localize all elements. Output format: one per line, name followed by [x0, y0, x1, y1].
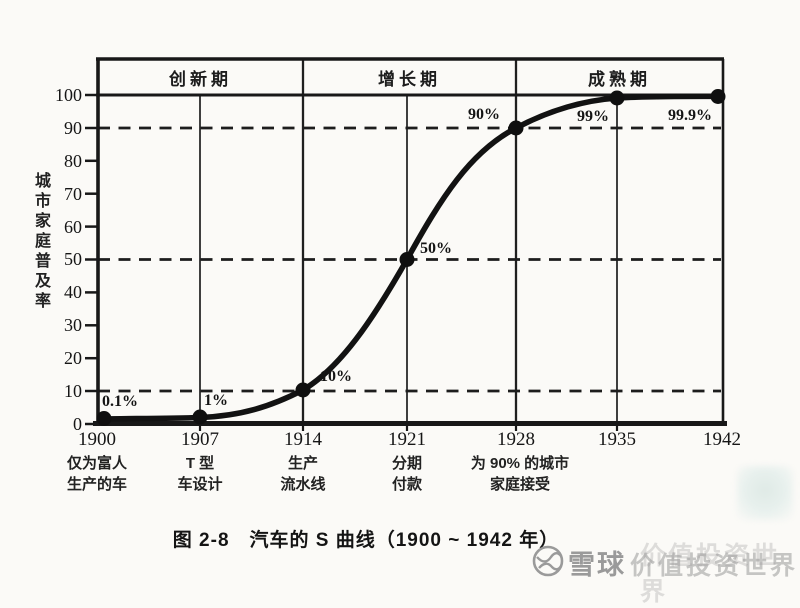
x-tick-1928: 1928 [497, 429, 535, 450]
xueqiu-logo-icon [532, 545, 564, 577]
y-tick-90: 90 [64, 118, 82, 138]
label-50pct: 50% [420, 240, 452, 257]
y-tick-100: 100 [55, 85, 82, 105]
chart-frame [93, 57, 727, 426]
s-curve-chart-canvas [85, 57, 727, 431]
y-tick-40: 40 [64, 282, 82, 302]
y-tick-70: 70 [64, 184, 82, 204]
point-1935 [609, 90, 625, 106]
y-tick-60: 60 [64, 217, 82, 237]
label-0.1pct: 0.1% [102, 393, 138, 410]
y-tick-0: 0 [73, 414, 82, 434]
annotation-1900: 仅为富人 生产的车 [66, 455, 127, 493]
y-tick-20: 20 [64, 348, 82, 368]
phase-label-maturity: 成熟期 [588, 70, 651, 89]
y-axis-ticks [85, 93, 98, 426]
y-tick-10: 10 [64, 381, 82, 401]
figure-caption: 图 2-8 汽车的 S 曲线（1900 ~ 1942 年） [172, 530, 560, 551]
point-1907 [192, 409, 208, 425]
y-tick-30: 30 [64, 315, 82, 335]
label-10pct: 10% [320, 368, 352, 385]
data-points [96, 89, 726, 426]
label-90pct: 90% [468, 106, 500, 123]
y-tick-50: 50 [64, 249, 82, 269]
watermark-tagline-ghost: 价值投资世界 [640, 542, 781, 606]
annotation-1921: 分期 付款 [391, 455, 422, 493]
x-tick-1914: 1914 [284, 429, 322, 450]
point-1900 [96, 411, 112, 426]
scan-artifact [737, 466, 793, 520]
phase-label-innovation: 创新期 [169, 70, 232, 89]
y-tick-80: 80 [64, 151, 82, 171]
phase-label-growth: 增长期 [378, 70, 441, 89]
annotation-1907: T 型 车设计 [177, 455, 223, 493]
label-99pct: 99% [577, 108, 609, 125]
point-1928 [508, 120, 524, 136]
annotation-1928: 为 90% 的城市 家庭接受 [470, 455, 570, 493]
label-99.9pct: 99.9% [668, 107, 712, 124]
point-1914 [295, 382, 311, 398]
annotation-1914: 生产 流水线 [280, 455, 326, 493]
x-tick-1900: 1900 [78, 429, 116, 450]
x-tick-1921: 1921 [388, 429, 426, 450]
watermark-tagline: 价值投资世界 [630, 552, 799, 580]
x-tick-1907: 1907 [181, 429, 219, 450]
point-1921 [399, 252, 415, 267]
x-tick-1935: 1935 [598, 429, 636, 450]
x-tick-1942: 1942 [703, 429, 741, 450]
y-axis-title: 城市家庭普及率 [32, 172, 49, 312]
figure-s-curve: 城市家庭普及率 100 90 80 70 60 50 40 30 20 10 0… [32, 57, 799, 606]
point-1942 [710, 89, 726, 104]
phase-dividers [301, 59, 518, 424]
watermark-brand: 雪球 [568, 550, 626, 580]
label-1pct: 1% [204, 392, 228, 409]
